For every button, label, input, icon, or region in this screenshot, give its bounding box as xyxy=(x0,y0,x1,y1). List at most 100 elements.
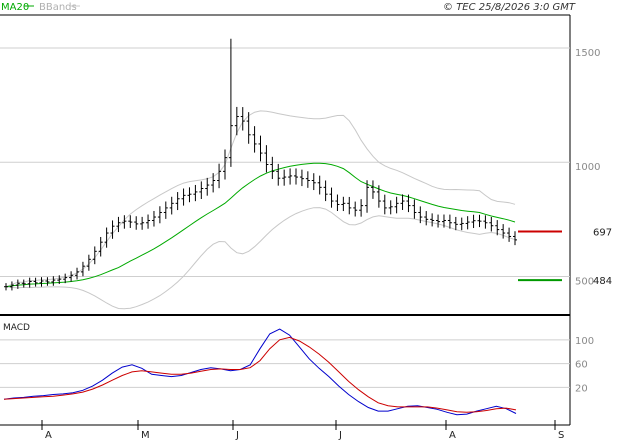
price-bar xyxy=(418,206,423,224)
price-axis-ticks: 500 1000 1500 xyxy=(575,48,600,287)
price-bar xyxy=(228,38,233,167)
price-bar xyxy=(436,214,441,228)
price-bar xyxy=(489,216,494,232)
month-tick-label: A xyxy=(449,430,456,440)
price-bar xyxy=(447,214,452,229)
bollinger-upper-band xyxy=(5,110,516,288)
price-bar xyxy=(453,216,458,231)
macd-lines xyxy=(3,328,517,416)
price-bar xyxy=(222,149,227,180)
macd-tick-label: 20 xyxy=(575,383,588,394)
price-bar xyxy=(329,187,334,208)
price-bar xyxy=(477,214,482,228)
price-bar xyxy=(513,231,517,246)
price-bar xyxy=(211,173,216,193)
price-bar xyxy=(9,281,14,291)
price-bar xyxy=(370,180,375,199)
macd-series-line xyxy=(3,336,517,413)
price-bar xyxy=(441,214,446,228)
price-bar xyxy=(205,177,210,196)
price-bar xyxy=(122,215,127,229)
price-bar xyxy=(471,214,476,229)
month-tick-label: S xyxy=(558,430,564,440)
price-bar xyxy=(376,185,381,208)
price-bar xyxy=(199,181,204,199)
macd-tick-label: 100 xyxy=(575,336,594,347)
price-bar xyxy=(483,215,488,229)
month-tick-label: M xyxy=(141,430,150,440)
price-bar xyxy=(323,180,328,202)
legend-bbands: BBands xyxy=(39,2,77,13)
price-tick-label: 1500 xyxy=(575,48,600,59)
price-bar xyxy=(110,220,115,239)
price-bar xyxy=(382,194,387,215)
price-bar xyxy=(151,210,156,227)
price-bar xyxy=(163,201,168,219)
price-bar xyxy=(69,271,74,282)
level-label: 697 xyxy=(593,227,612,238)
price-tick-label: 500 xyxy=(575,276,594,287)
price-bar xyxy=(299,169,304,187)
price-bar xyxy=(187,187,192,203)
price-bar xyxy=(75,267,80,280)
price-bar xyxy=(424,211,429,226)
price-bar xyxy=(217,163,222,189)
price-bar xyxy=(365,180,370,213)
price-bar xyxy=(276,163,281,186)
price-bar xyxy=(234,106,239,136)
price-bar xyxy=(465,216,470,230)
price-bar xyxy=(128,215,133,228)
price-bar xyxy=(430,213,435,227)
price-bar xyxy=(98,236,103,257)
price-bar xyxy=(80,261,85,277)
price-bar xyxy=(359,199,364,217)
price-bar xyxy=(33,277,38,287)
month-tick-label: J xyxy=(338,430,342,440)
bollinger-lower-band xyxy=(5,207,516,310)
price-bar xyxy=(459,217,464,231)
price-bar xyxy=(4,283,8,291)
price-tick-label: 1000 xyxy=(575,162,600,173)
support-resistance-levels: 697 484 xyxy=(518,227,612,287)
price-bar xyxy=(57,275,62,285)
copyright-text: © TEC 25/8/2026 3:0 GMT xyxy=(443,2,576,13)
price-bar xyxy=(412,199,417,219)
price-bar xyxy=(388,200,393,215)
price-bar xyxy=(240,107,245,131)
price-bar xyxy=(15,279,20,289)
price-bar xyxy=(317,175,322,195)
price-bar xyxy=(104,227,109,248)
month-tick-label: J xyxy=(235,430,239,440)
price-bar xyxy=(341,196,346,212)
price-bar xyxy=(507,227,512,242)
price-bar xyxy=(134,216,139,230)
price-bar xyxy=(347,196,352,215)
price-bar xyxy=(140,216,145,230)
price-bar xyxy=(406,194,411,213)
price-bar xyxy=(157,206,162,224)
price-bar xyxy=(63,273,68,284)
macd-panel-title: MACD xyxy=(3,323,30,333)
price-bar xyxy=(175,192,180,211)
price-bar xyxy=(51,276,56,286)
price-bar xyxy=(501,224,506,239)
price-bars xyxy=(4,38,517,291)
price-bar xyxy=(169,196,174,215)
price-bar xyxy=(305,171,310,188)
price-bar xyxy=(353,201,358,217)
price-bar xyxy=(258,135,263,162)
legend-ma20: MA20 xyxy=(1,2,29,13)
price-bar xyxy=(246,112,251,144)
month-tick-label: A xyxy=(45,430,52,440)
price-bar xyxy=(495,220,500,236)
macd-axis-ticks: 100 60 20 xyxy=(0,336,594,394)
price-bar xyxy=(86,254,91,271)
level-label: 484 xyxy=(593,276,612,287)
price-bar xyxy=(288,168,293,185)
price-bar xyxy=(282,169,287,186)
price-bar xyxy=(21,279,26,288)
price-bar xyxy=(252,126,257,153)
price-bar xyxy=(193,184,198,202)
